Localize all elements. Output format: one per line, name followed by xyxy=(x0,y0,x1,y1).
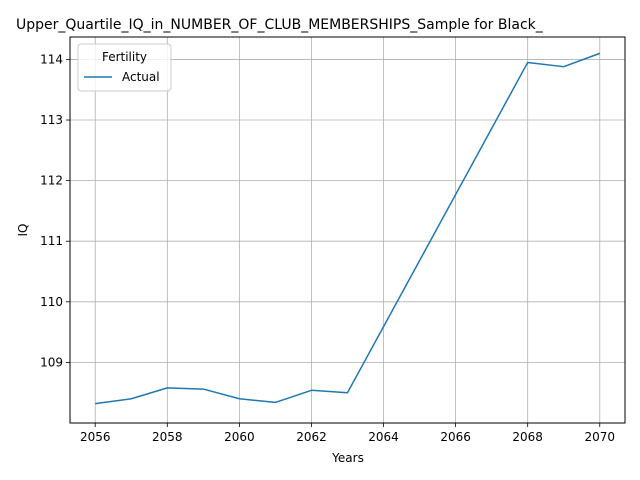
series-lines xyxy=(95,52,601,405)
x-tick-label: 2058 xyxy=(152,430,183,444)
y-tick-label: 113 xyxy=(40,113,63,127)
legend-box xyxy=(77,43,172,92)
y-axis-label: IQ xyxy=(16,224,30,237)
plot-frame xyxy=(69,36,626,424)
x-tick-label: 2066 xyxy=(440,430,471,444)
legend-label-actual: Actual xyxy=(122,70,160,84)
y-tick-label: 109 xyxy=(40,355,63,369)
x-tick-label: 2060 xyxy=(224,430,255,444)
y-tick-label: 114 xyxy=(40,52,63,66)
x-axis-label: Years xyxy=(331,451,364,465)
x-tick-label: 2056 xyxy=(80,430,111,444)
y-tick-label: 111 xyxy=(40,234,63,248)
legend: Fertility Actual xyxy=(77,43,172,92)
chart-title: Upper_Quartile_IQ_in_NUMBER_OF_CLUB_MEMB… xyxy=(16,17,544,33)
x-tick-label: 2068 xyxy=(512,430,543,444)
x-tick-label: 2064 xyxy=(368,430,399,444)
grid xyxy=(70,37,625,423)
x-tick-label: 2070 xyxy=(584,430,615,444)
y-tick-label: 112 xyxy=(40,174,63,188)
series-line-actual xyxy=(95,52,601,405)
x-tick-label: 2062 xyxy=(296,430,327,444)
legend-title: Fertility xyxy=(102,50,147,64)
axis-ticks: 2056 2058 2060 2062 2064 2066 2068 2070 109 110 11… xyxy=(40,52,615,444)
y-tick-label: 110 xyxy=(40,295,63,309)
